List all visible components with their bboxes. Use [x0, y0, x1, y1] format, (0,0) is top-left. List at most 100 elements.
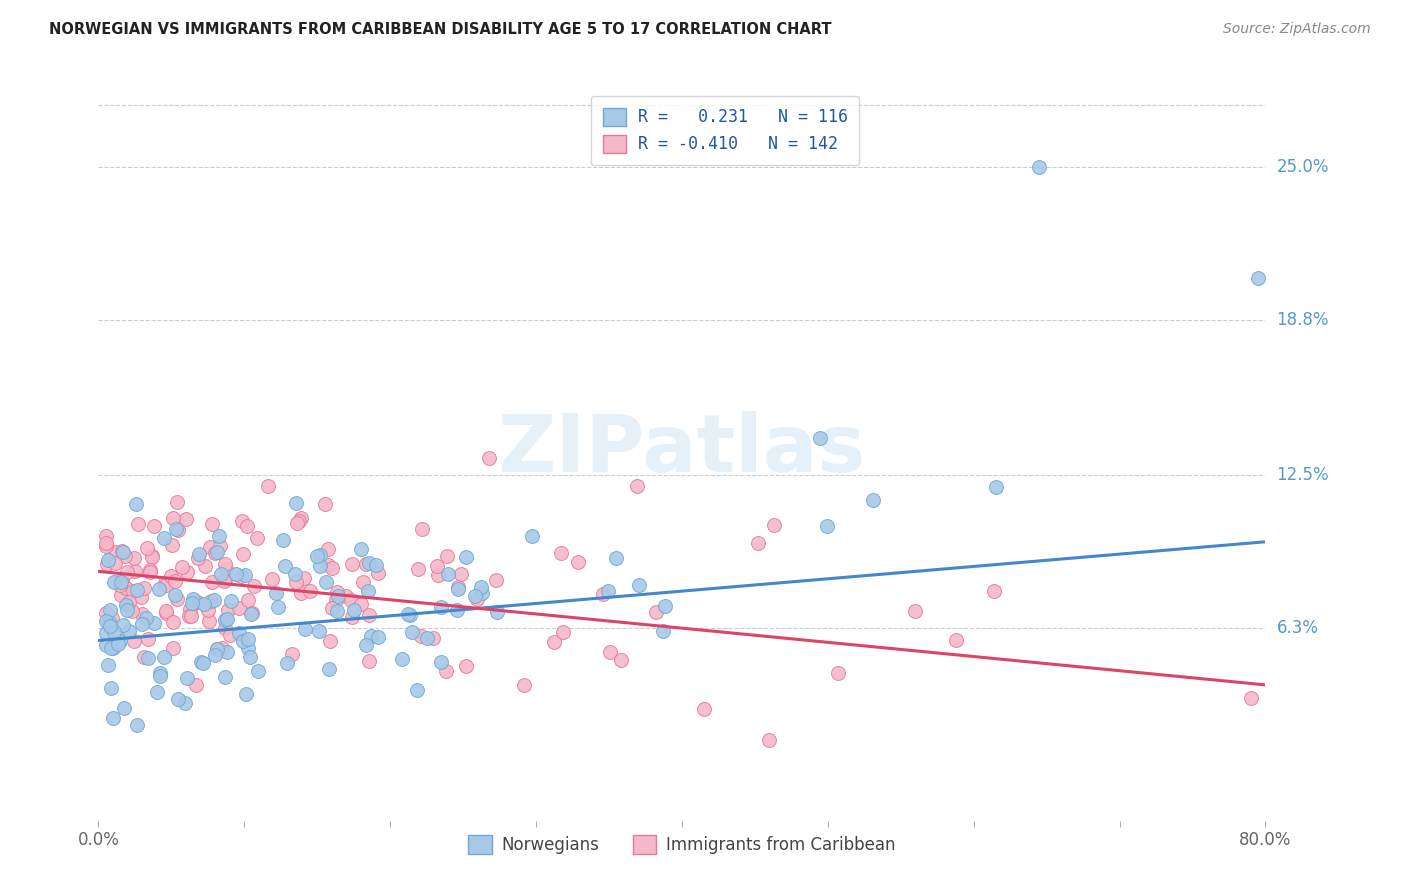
Point: [138, 565, 160, 579]
Point: [325, 585, 347, 599]
Point: [179, 601, 201, 615]
Point: [354, 557, 377, 571]
Point: [471, 586, 494, 600]
Point: [217, 603, 239, 617]
Point: [97, 657, 120, 672]
Point: [436, 549, 458, 564]
Point: [165, 522, 187, 536]
Point: [236, 519, 259, 533]
Point: [391, 652, 413, 666]
Point: [141, 549, 163, 564]
Point: [654, 599, 676, 613]
Point: [118, 595, 141, 609]
Point: [162, 615, 184, 629]
Point: [112, 701, 135, 715]
Point: [136, 632, 159, 647]
Point: [155, 604, 177, 618]
Point: [191, 656, 214, 670]
Point: [214, 614, 236, 628]
Point: [243, 579, 266, 593]
Point: [396, 607, 419, 622]
Point: [166, 494, 188, 508]
Point: [592, 587, 614, 601]
Point: [148, 582, 170, 597]
Point: [201, 517, 224, 532]
Point: [299, 584, 322, 599]
Point: [121, 603, 143, 617]
Legend: Norwegians, Immigrants from Caribbean: Norwegians, Immigrants from Caribbean: [458, 825, 905, 864]
Point: [762, 518, 785, 533]
Point: [100, 641, 122, 656]
Point: [139, 563, 162, 577]
Point: [208, 529, 231, 543]
Point: [103, 574, 125, 589]
Point: [98, 615, 121, 629]
Point: [352, 575, 374, 590]
Point: [174, 696, 197, 710]
Point: [415, 632, 437, 646]
Point: [314, 497, 336, 511]
Point: [652, 624, 675, 639]
Point: [127, 516, 149, 531]
Point: [239, 607, 262, 621]
Point: [165, 574, 187, 588]
Point: [197, 603, 219, 617]
Point: [114, 599, 136, 613]
Point: [103, 625, 125, 640]
Point: [212, 574, 235, 589]
Text: 6.3%: 6.3%: [1277, 619, 1319, 637]
Point: [136, 650, 159, 665]
Point: [111, 545, 134, 559]
Point: [94, 529, 117, 543]
Point: [599, 645, 621, 659]
Point: [693, 702, 716, 716]
Point: [273, 533, 295, 548]
Point: [321, 561, 343, 575]
Point: [94, 625, 117, 640]
Point: [214, 621, 236, 635]
Point: [262, 572, 284, 586]
Point: [174, 511, 197, 525]
Point: [357, 654, 380, 668]
Point: [360, 629, 382, 643]
Point: [447, 582, 470, 597]
Point: [447, 580, 470, 594]
Point: [340, 593, 363, 607]
Point: [318, 662, 340, 676]
Point: [235, 688, 257, 702]
Point: [117, 565, 139, 579]
Point: [553, 625, 575, 640]
Point: [96, 557, 118, 571]
Point: [350, 541, 373, 556]
Point: [207, 642, 229, 657]
Point: [152, 650, 174, 665]
Text: NORWEGIAN VS IMMIGRANTS FROM CARIBBEAN DISABILITY AGE 5 TO 17 CORRELATION CHART: NORWEGIAN VS IMMIGRANTS FROM CARIBBEAN D…: [49, 22, 832, 37]
Point: [160, 538, 183, 552]
Point: [228, 600, 250, 615]
Point: [107, 637, 129, 651]
Point: [290, 585, 312, 599]
Point: [110, 588, 132, 602]
Point: [217, 612, 239, 626]
Point: [209, 567, 232, 582]
Point: [454, 659, 477, 673]
Point: [231, 514, 253, 528]
Point: [187, 551, 209, 566]
Point: [232, 633, 254, 648]
Point: [200, 540, 222, 554]
Point: [598, 583, 620, 598]
Point: [485, 605, 508, 619]
Point: [340, 610, 363, 624]
Point: [335, 589, 357, 603]
Point: [609, 653, 631, 667]
Point: [287, 514, 309, 528]
Point: [1247, 270, 1270, 285]
Point: [436, 567, 458, 582]
Point: [411, 629, 433, 643]
Point: [411, 522, 433, 536]
Point: [197, 614, 219, 628]
Point: [321, 600, 343, 615]
Point: [340, 558, 363, 572]
Point: [166, 591, 188, 606]
Point: [215, 562, 238, 576]
